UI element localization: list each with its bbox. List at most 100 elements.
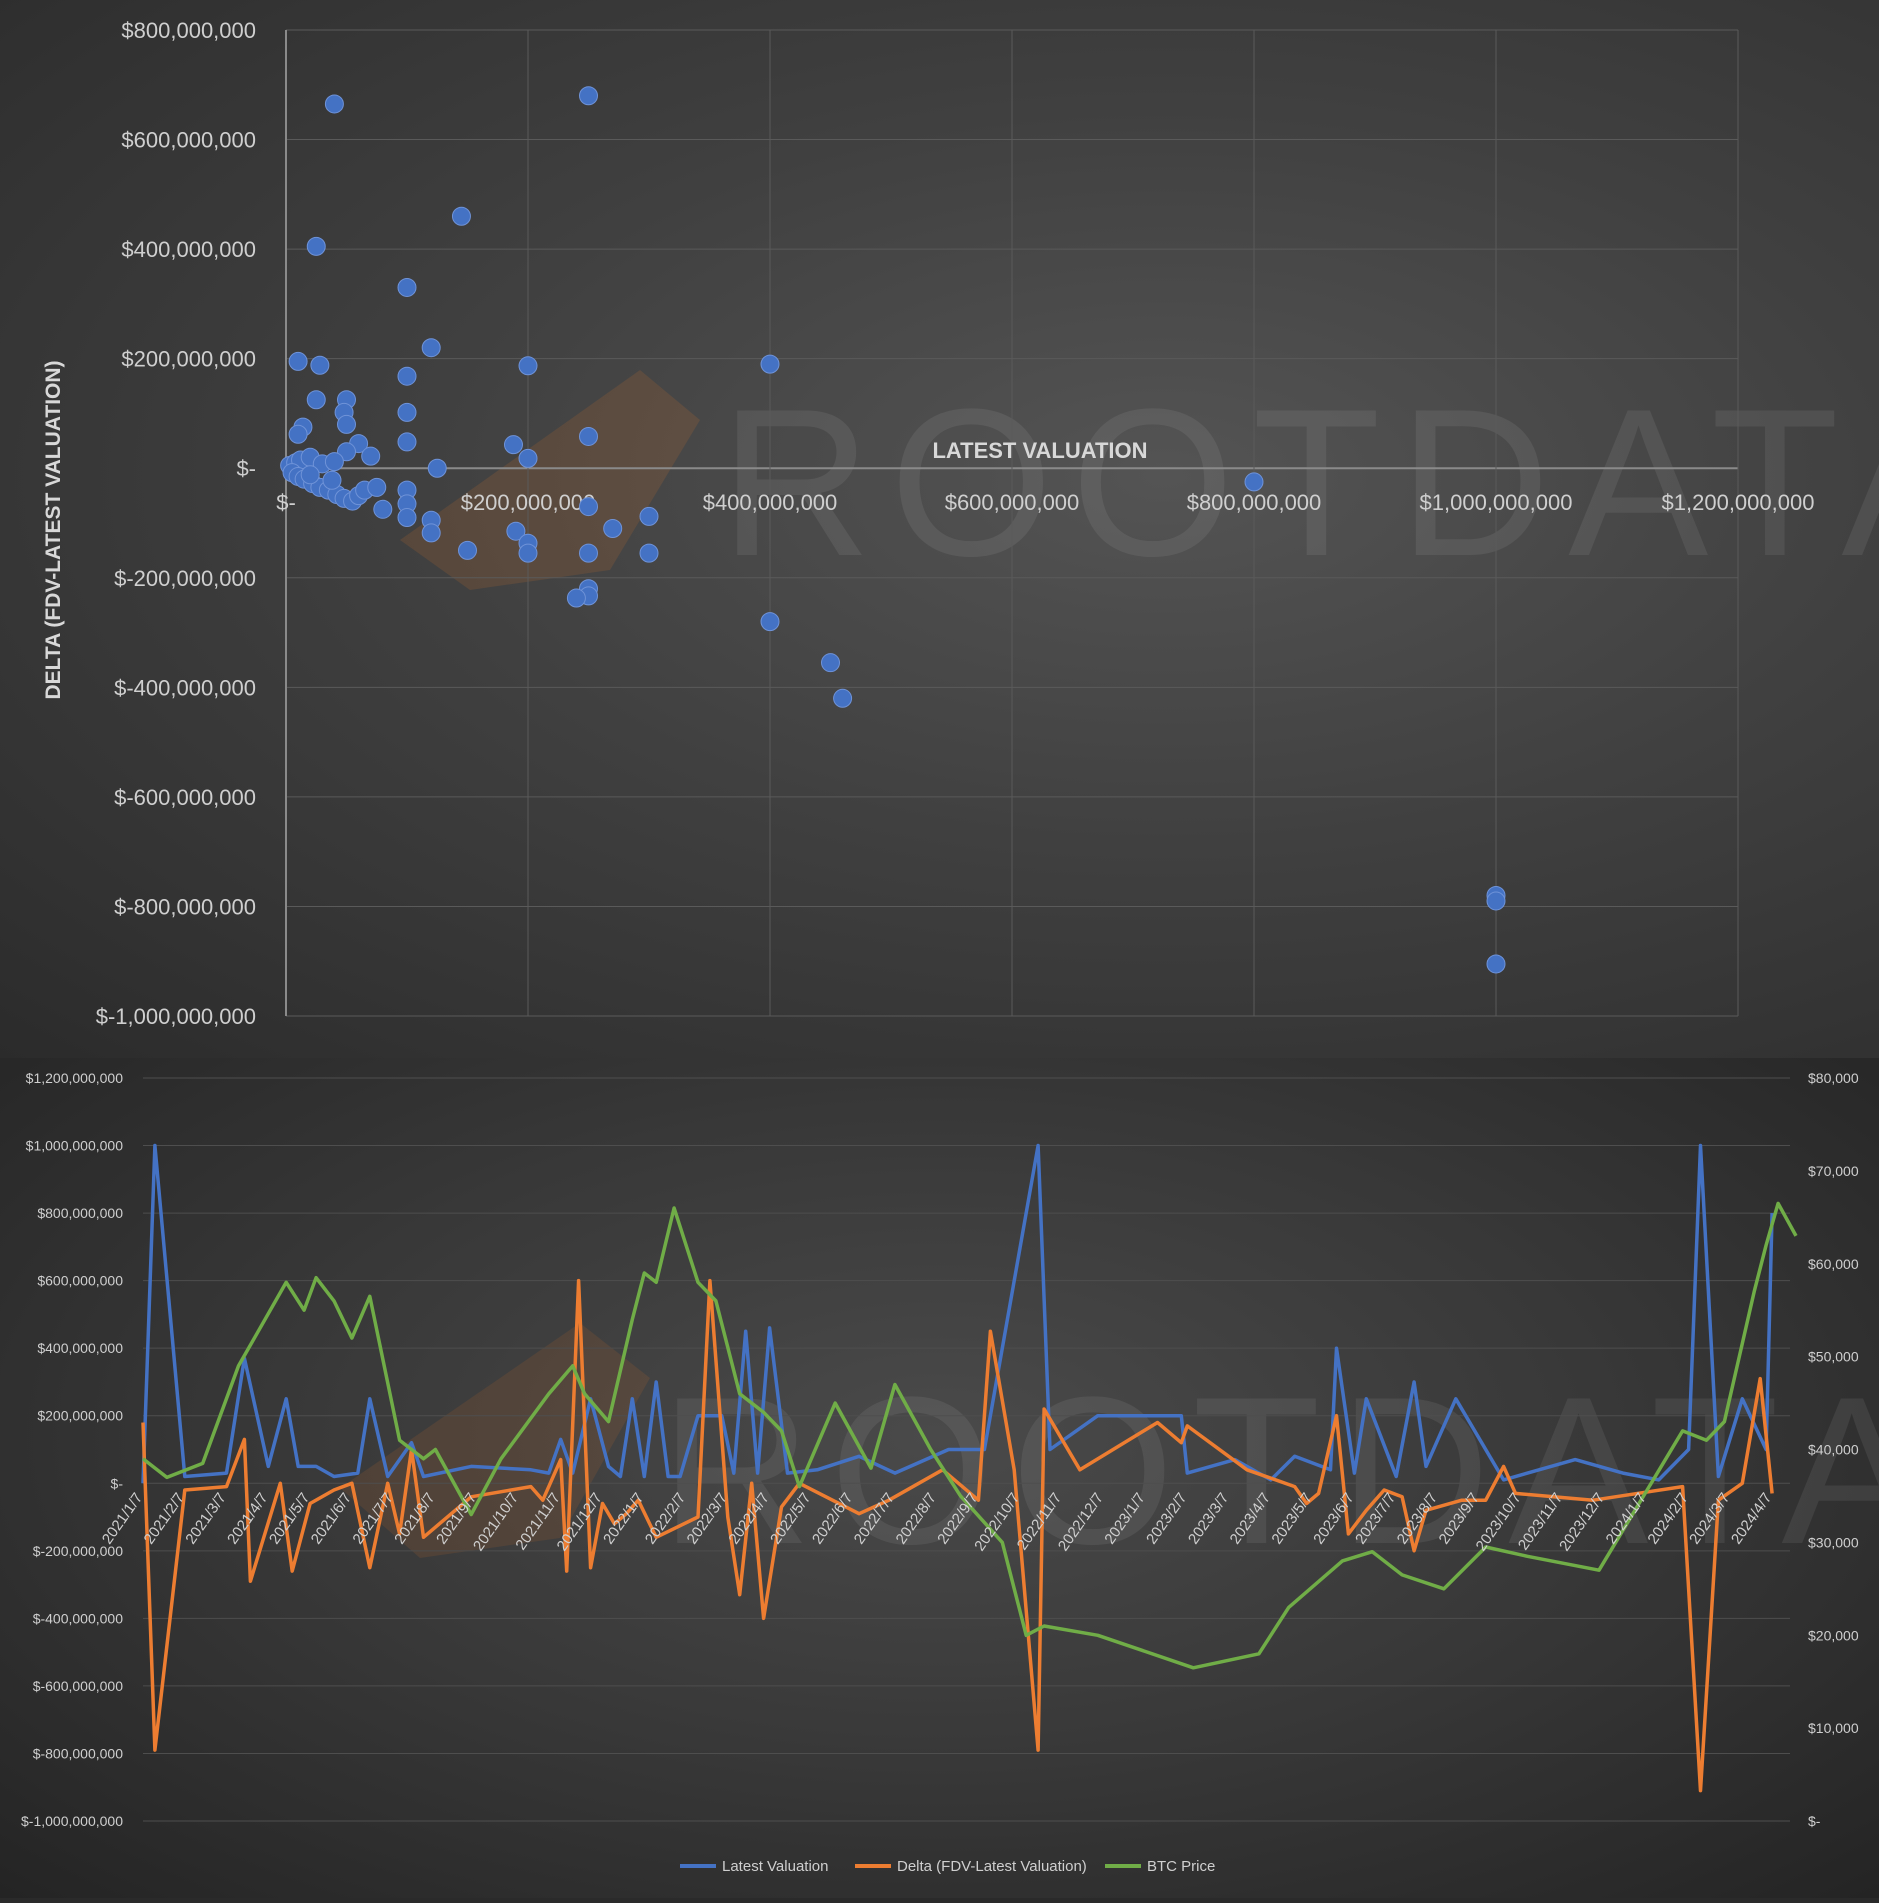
scatter-point xyxy=(518,448,538,468)
y-tick-label: $-200,000,000 xyxy=(114,566,256,591)
y-left-tick-label: $200,000,000 xyxy=(37,1408,123,1424)
legend-label: Delta (FDV-Latest Valuation) xyxy=(897,1858,1087,1875)
y-left-tick-label: $-200,000,000 xyxy=(33,1543,124,1559)
scatter-point xyxy=(603,518,623,538)
y-left-tick-label: $-400,000,000 xyxy=(33,1610,124,1626)
scatter-point xyxy=(1486,954,1506,974)
scatter-point xyxy=(397,508,417,528)
y-right-tick-label: $40,000 xyxy=(1808,1442,1859,1458)
watermark-text: ROOTDATA xyxy=(660,1353,1879,1588)
watermark-logo: ROOTDATA xyxy=(400,365,1879,600)
y-tick-label: $800,000,000 xyxy=(121,18,256,43)
scatter-point xyxy=(451,206,471,226)
scatter-point xyxy=(306,236,326,256)
scatter-point xyxy=(324,452,344,472)
scatter-point xyxy=(288,351,308,371)
x-tick-label: $200,000,000 xyxy=(461,490,596,515)
y-left-tick-label: $-600,000,000 xyxy=(33,1678,124,1694)
x-tick-label: 2022/1/7 xyxy=(600,1490,647,1548)
watermark-text: ROOTDATA xyxy=(720,365,1879,600)
scatter-point xyxy=(397,277,417,297)
scatter-point xyxy=(579,497,598,517)
scatter-point xyxy=(503,435,523,455)
y-right-tick-label: $50,000 xyxy=(1808,1349,1859,1365)
y-tick-label: $200,000,000 xyxy=(121,347,256,372)
legend-label: BTC Price xyxy=(1147,1858,1215,1875)
scatter-point xyxy=(288,424,308,444)
scatter-point xyxy=(579,86,598,106)
y-tick-label: $-800,000,000 xyxy=(114,894,256,919)
scatter-point xyxy=(361,446,381,466)
x-tick-label: 2021/1/7 xyxy=(99,1490,146,1548)
y-left-tick-label: $600,000,000 xyxy=(37,1273,123,1289)
scatter-point xyxy=(300,465,320,485)
scatter-point xyxy=(367,477,387,497)
y-left-tick-label: $- xyxy=(111,1475,124,1491)
y-right-tick-label: $30,000 xyxy=(1808,1534,1859,1550)
y-right-tick-label: $70,000 xyxy=(1808,1163,1859,1179)
scatter-point xyxy=(579,426,598,446)
x-tick-label: $1,000,000,000 xyxy=(1420,490,1573,515)
y-tick-label: $-600,000,000 xyxy=(114,785,256,810)
scatter-point xyxy=(337,414,356,434)
series-line-latest-valuation xyxy=(141,1143,1774,1484)
scatter-point xyxy=(833,688,853,708)
scatter-point xyxy=(310,355,330,375)
y-right-tick-label: $10,000 xyxy=(1808,1720,1859,1736)
scatter-point xyxy=(518,543,538,563)
scatter-point xyxy=(821,653,840,673)
scatter-point xyxy=(566,588,586,608)
line-chart-panel: ROOTDATA $1,200,000,000 $1,000,000,000 $80… xyxy=(0,1058,1879,1898)
scatter-point xyxy=(518,356,538,376)
scatter-point xyxy=(1244,472,1264,492)
x-axis-label: LATEST VALUATION xyxy=(932,438,1147,463)
y-left-tick-label: $-800,000,000 xyxy=(33,1745,124,1761)
x-tick-label: $600,000,000 xyxy=(945,490,1080,515)
series-line-delta xyxy=(141,1278,1774,1793)
scatter-point xyxy=(579,543,598,563)
scatter-point xyxy=(324,94,344,114)
scatter-point xyxy=(373,499,393,519)
y-tick-label: $600,000,000 xyxy=(121,128,256,153)
x-tick-label: $400,000,000 xyxy=(703,490,838,515)
y-left-tick-label: $-1,000,000,000 xyxy=(21,1813,123,1829)
x-tick-label: $800,000,000 xyxy=(1187,490,1322,515)
y-left-tick-label: $1,200,000,000 xyxy=(26,1070,124,1086)
y-right-tick-label: $80,000 xyxy=(1808,1070,1859,1086)
scatter-point xyxy=(306,390,326,410)
scatter-point xyxy=(397,366,417,386)
y-right-tick-label: $- xyxy=(1808,1813,1821,1829)
y-left-tick-label: $800,000,000 xyxy=(37,1205,123,1221)
series-line-btc-price xyxy=(141,1201,1798,1670)
x-tick-label: 2021/6/7 xyxy=(308,1490,355,1548)
watermark-logo: ROOTDATA xyxy=(340,1323,1879,1588)
y-tick-label: $- xyxy=(236,456,256,481)
y-left-tick-label: $400,000,000 xyxy=(37,1340,123,1356)
y-axis-label: DELTA (FDV-LATEST VALUATION) xyxy=(42,360,65,699)
x-tick-label: 2021/3/7 xyxy=(182,1490,229,1548)
x-tick-label: $- xyxy=(276,490,296,515)
scatter-point xyxy=(421,338,441,358)
y-tick-label: $-1,000,000,000 xyxy=(96,1004,256,1029)
scatter-point xyxy=(760,612,780,632)
line-chart: ROOTDATA $1,200,000,000 $1,000,000,000 $80… xyxy=(21,1070,1879,1875)
scatter-point xyxy=(397,402,417,422)
scatter-point xyxy=(322,470,342,490)
y-left-tick-label: $1,000,000,000 xyxy=(26,1138,124,1154)
scatter-point xyxy=(458,540,477,560)
scatter-point xyxy=(639,543,659,563)
legend-label: Latest Valuation xyxy=(722,1858,828,1875)
scatter-chart-panel: ROOTDATA $800,000,000 $600,000,000 $400,00… xyxy=(0,0,1879,1058)
y-tick-label: $400,000,000 xyxy=(121,237,256,262)
scatter-point xyxy=(397,432,417,452)
y-tick-label: $-400,000,000 xyxy=(114,675,256,700)
y-right-tick-label: $20,000 xyxy=(1808,1627,1859,1643)
scatter-point xyxy=(427,458,447,478)
x-tick-label: $1,200,000,000 xyxy=(1662,490,1815,515)
scatter-chart: ROOTDATA $800,000,000 $600,000,000 $400,00… xyxy=(42,18,1879,1029)
scatter-point xyxy=(421,523,441,543)
scatter-point xyxy=(639,506,659,526)
scatter-point xyxy=(506,521,526,541)
y-right-tick-label: $60,000 xyxy=(1808,1256,1859,1272)
legend: Latest Valuation Delta (FDV-Latest Valuat… xyxy=(680,1858,1215,1875)
